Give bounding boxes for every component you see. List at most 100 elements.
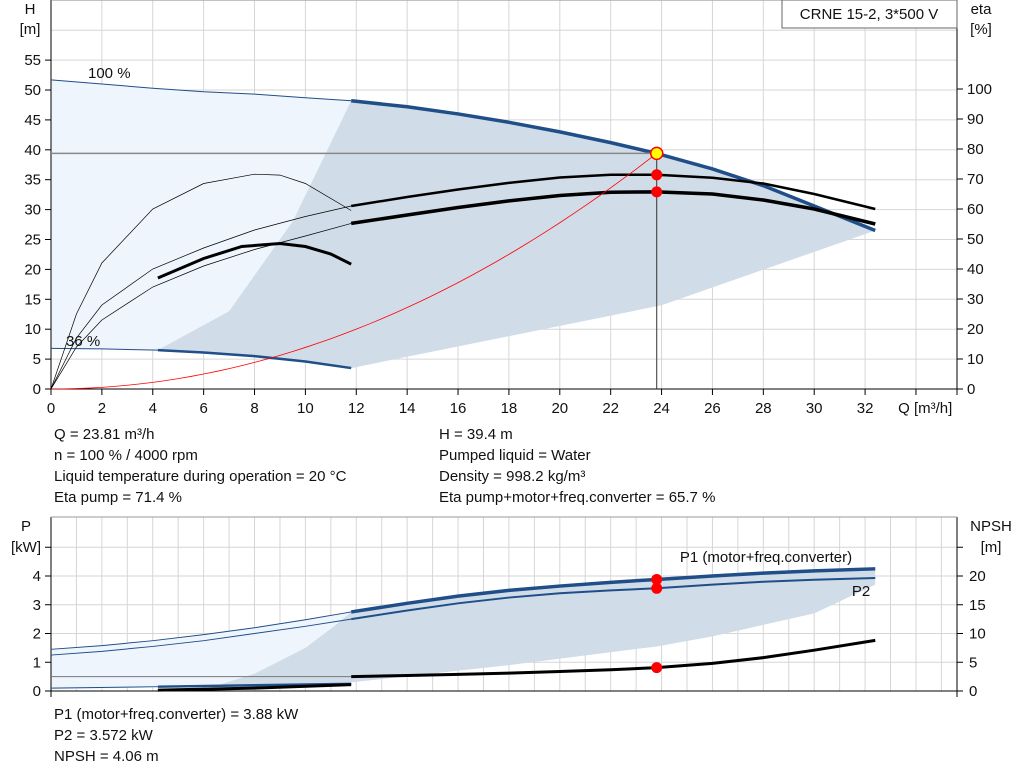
info-head: H = 39.4 m xyxy=(439,426,513,443)
npsh-marker xyxy=(651,662,663,674)
x-tick-label: 18 xyxy=(501,400,518,417)
x-tick-label: 14 xyxy=(399,400,416,417)
y-left-tick-label: 45 xyxy=(24,112,41,129)
y-left-tick-label: 0 xyxy=(33,683,41,700)
x-tick-label: 24 xyxy=(653,400,670,417)
y-left-tick-label: 3 xyxy=(33,597,41,614)
y-right-tick-label: 10 xyxy=(969,626,986,643)
y-right-tick-label: 70 xyxy=(967,171,984,188)
eta-total-curve-low-range xyxy=(50,223,352,390)
y-left-tick-label: 40 xyxy=(24,142,41,159)
label-100-percent: 100 % xyxy=(88,65,131,82)
info-liquid: Pumped liquid = Water xyxy=(439,447,591,464)
y-left-tick-label: 20 xyxy=(24,261,41,278)
area-operating-range xyxy=(157,100,876,369)
chart-title: CRNE 15-2, 3*500 V xyxy=(800,6,938,23)
info-density: Density = 998.2 kg/m³ xyxy=(439,468,586,485)
head-curve-100-low-range xyxy=(50,79,352,102)
p2-curve-label: P2 xyxy=(852,583,870,600)
y-left-tick-label: 4 xyxy=(33,568,41,585)
x-tick-label: 28 xyxy=(755,400,772,417)
p-curve-36 xyxy=(157,682,352,688)
info-speed: n = 100 % / 4000 rpm xyxy=(54,447,198,464)
info-top-left: Q = 23.81 m³/h n = 100 % / 4000 rpm Liqu… xyxy=(54,424,346,508)
x-tick-label: 32 xyxy=(857,400,874,417)
y-left-axis-title-unit: [m] xyxy=(20,21,41,38)
p1-marker xyxy=(651,573,663,585)
y-right-tick-label: 0 xyxy=(969,683,977,700)
npsh-curve xyxy=(351,638,876,679)
eta-pump-curve-36-low-range xyxy=(50,173,352,390)
y-right-tick-label: 30 xyxy=(967,291,984,308)
y-left-tick-label: 30 xyxy=(24,202,41,219)
x-tick-label: 2 xyxy=(98,400,106,417)
y-right-tick-label: 15 xyxy=(969,597,986,614)
y-left-tick-label: 0 xyxy=(33,381,41,398)
system-curve xyxy=(50,153,657,390)
p2-curve-36 xyxy=(157,683,352,692)
p1-curve-low-range xyxy=(50,611,352,650)
p1-curve-label: P1 (motor+freq.converter) xyxy=(680,549,852,566)
y-right-tick-label: 60 xyxy=(967,201,984,218)
y-right-axis-title: eta xyxy=(971,1,993,18)
head-curve-36 xyxy=(157,348,352,370)
x-tick-label: 8 xyxy=(250,400,258,417)
y-right-tick-label: 40 xyxy=(967,261,984,278)
head-curve-100 xyxy=(351,99,876,233)
y-left-tick-label: 1 xyxy=(33,654,41,671)
eta-total-curve xyxy=(350,190,876,226)
x-tick-label: 22 xyxy=(602,400,619,417)
info-temperature: Liquid temperature during operation = 20… xyxy=(54,468,347,485)
y-left-tick-label: 25 xyxy=(24,232,41,249)
y-left-tick-label: 35 xyxy=(24,172,41,189)
eta-pump-marker xyxy=(651,169,663,181)
y-left-tick-label: 50 xyxy=(24,82,41,99)
y-right-axis-title-unit: [%] xyxy=(970,21,992,38)
eta-total-marker xyxy=(651,186,663,198)
x-tick-label: 0 xyxy=(47,400,55,417)
y-right-tick-label: 50 xyxy=(967,231,984,248)
duty-point-marker xyxy=(649,146,664,161)
p2-curve xyxy=(351,577,876,621)
info-p2: P2 = 3.572 kW xyxy=(54,727,153,744)
label-36-percent: 36 % xyxy=(66,333,100,350)
eta-pump-curve xyxy=(350,173,876,211)
x-tick-label: 30 xyxy=(806,400,823,417)
x-tick-label: 4 xyxy=(149,400,157,417)
info-top-right: H = 39.4 m Pumped liquid = Water Density… xyxy=(439,424,715,508)
head-curve-36-low-range xyxy=(50,347,158,351)
y-left-tick-label: 15 xyxy=(24,291,41,308)
p2-curve-low-range xyxy=(50,618,352,656)
p-curve-36-low-range xyxy=(50,686,158,689)
y-left-tick-label: 55 xyxy=(24,52,41,69)
y-right-tick-label: 90 xyxy=(967,111,984,128)
x-axis-label: Q [m³/h] xyxy=(898,400,952,417)
area-operating-range xyxy=(203,568,876,690)
info-bottom: P1 (motor+freq.converter) = 3.88 kW P2 =… xyxy=(54,704,298,767)
y-left-tick-label: 10 xyxy=(24,321,41,338)
info-flow: Q = 23.81 m³/h xyxy=(54,426,155,443)
y-right-tick-label: 20 xyxy=(969,568,986,585)
x-tick-label: 16 xyxy=(450,400,467,417)
x-tick-label: 10 xyxy=(297,400,314,417)
y-left-tick-label: 2 xyxy=(33,626,41,643)
y-right-tick-label: 10 xyxy=(967,351,984,368)
y-left-tick-label: 5 xyxy=(33,351,41,368)
y-left-axis-title: H xyxy=(25,1,36,18)
eta-pump-curve-low-range xyxy=(50,205,352,390)
y-left-axis-title: P xyxy=(21,518,31,535)
info-eta-pump: Eta pump = 71.4 % xyxy=(54,489,182,506)
x-tick-label: 12 xyxy=(348,400,365,417)
y-right-tick-label: 20 xyxy=(967,321,984,338)
chart-title-box xyxy=(781,0,958,29)
info-p1: P1 (motor+freq.converter) = 3.88 kW xyxy=(54,706,299,723)
p2-marker xyxy=(651,582,663,594)
x-tick-label: 6 xyxy=(199,400,207,417)
eta-total-curve-36 xyxy=(157,241,352,280)
p1-curve xyxy=(350,567,876,614)
info-npsh: NPSH = 4.06 m xyxy=(54,748,159,765)
y-right-tick-label: 80 xyxy=(967,141,984,158)
y-right-tick-label: 5 xyxy=(969,654,977,671)
y-right-tick-label: 100 xyxy=(967,81,992,98)
